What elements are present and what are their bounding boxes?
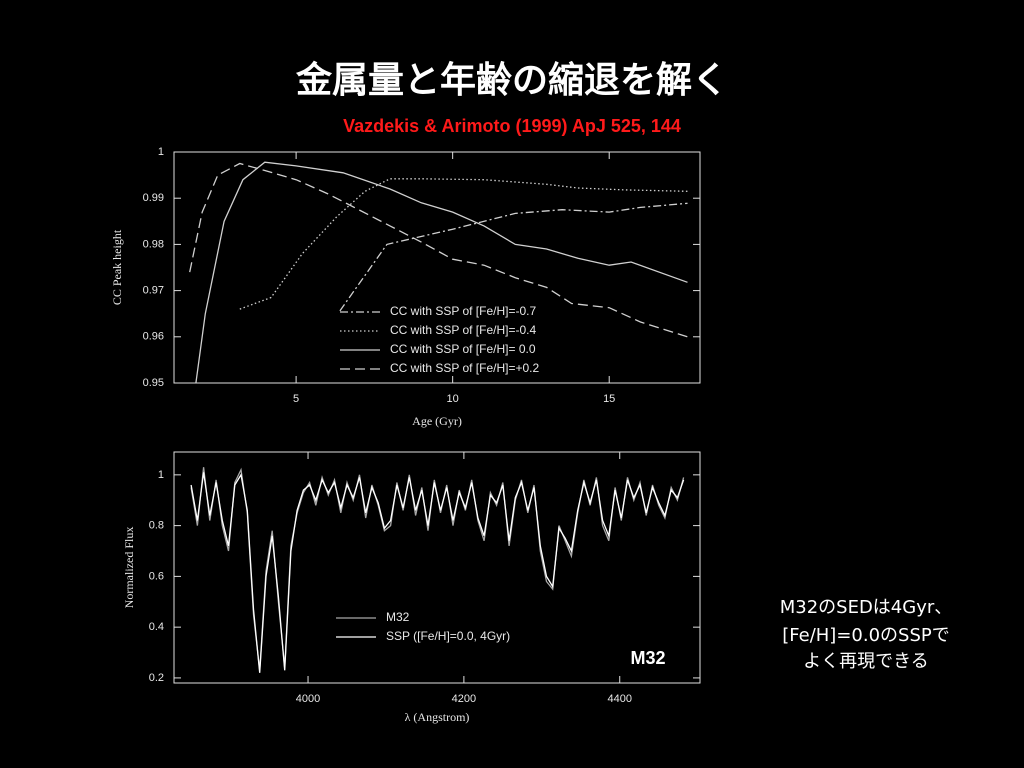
- y-axis-label: Normalized Flux: [122, 527, 136, 609]
- x-tick-label: 4400: [607, 693, 631, 705]
- plot-frame: [173, 451, 701, 684]
- x-tick-label: 4200: [452, 693, 476, 705]
- y-tick-label: 1: [158, 146, 164, 158]
- legend-label: SSP ([Fe/H]=0.0, 4Gyr): [386, 629, 510, 643]
- y-tick-label: 0.98: [143, 238, 164, 250]
- x-tick-label: 4000: [296, 693, 320, 705]
- x-tick-label: 15: [603, 393, 615, 405]
- y-tick-label: 0.95: [143, 377, 164, 389]
- x-axis-label: λ (Angstrom): [405, 710, 470, 724]
- note-line: よく再現できる: [803, 651, 929, 672]
- legend-label: CC with SSP of [Fe/H]= 0.0: [390, 342, 536, 356]
- series-line: [339, 202, 688, 312]
- x-axis-label: Age (Gyr): [412, 414, 462, 428]
- series-line: [189, 162, 688, 338]
- series-line: [195, 161, 688, 384]
- y-tick-label: 0.99: [143, 192, 164, 204]
- legend-label: CC with SSP of [Fe/H]=-0.7: [390, 304, 536, 318]
- annotation: M32: [630, 648, 665, 668]
- y-tick-label: 0.2: [149, 672, 164, 684]
- y-tick-label: 1: [158, 469, 164, 481]
- note-line: [Fe/H]=0.0のSSPで: [782, 625, 950, 646]
- legend-label: CC with SSP of [Fe/H]=-0.4: [390, 323, 536, 337]
- series-line: [239, 178, 688, 310]
- y-tick-label: 0.6: [149, 570, 164, 582]
- plot-frame: [173, 151, 701, 384]
- citation: Vazdekis & Arimoto (1999) ApJ 525, 144: [343, 116, 681, 136]
- x-tick-label: 10: [447, 393, 459, 405]
- y-tick-label: 0.97: [143, 285, 164, 297]
- legend-label: CC with SSP of [Fe/H]=+0.2: [390, 361, 540, 375]
- note-line: M32のSEDは4Gyr、: [780, 597, 953, 618]
- legend-label: M32: [386, 610, 410, 624]
- y-tick-label: 0.96: [143, 331, 164, 343]
- y-tick-label: 0.4: [149, 621, 164, 633]
- y-axis-label: CC Peak height: [110, 229, 124, 305]
- y-tick-label: 0.8: [149, 520, 164, 532]
- slide-title: 金属量と年齢の縮退を解く: [295, 59, 728, 101]
- series-line: [190, 472, 685, 673]
- x-tick-label: 5: [293, 393, 299, 405]
